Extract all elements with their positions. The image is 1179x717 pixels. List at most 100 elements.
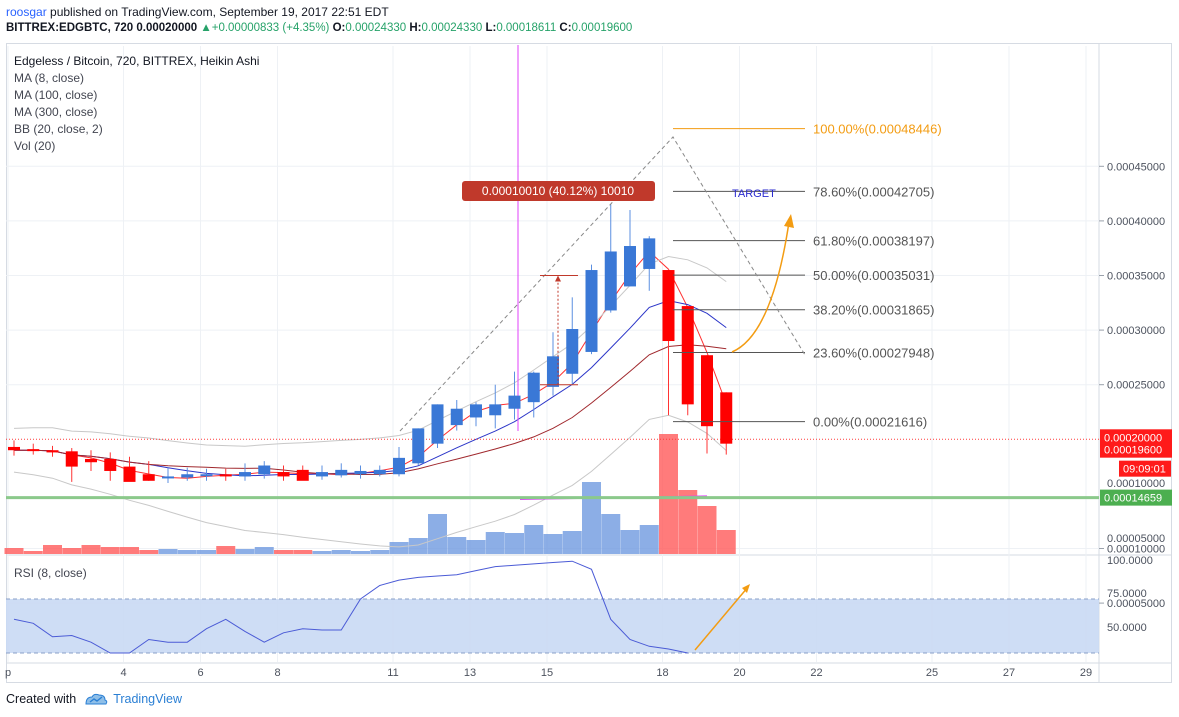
legend-ma8[interactable]: MA (8, close) xyxy=(14,71,85,85)
candle-body xyxy=(527,372,540,403)
publish-text: published on TradingView.com, September … xyxy=(46,5,389,19)
volume-bar xyxy=(62,548,82,554)
ma100-line xyxy=(14,300,727,477)
volume-bar xyxy=(120,547,139,554)
high-label: H: xyxy=(409,22,422,34)
x-tick-label: 13 xyxy=(464,667,476,679)
bb-lower-line xyxy=(13,414,727,548)
x-tick-label: 15 xyxy=(541,667,553,679)
up-arrow-icon: ▲ xyxy=(200,22,212,34)
volume-bar xyxy=(158,549,178,554)
author-link[interactable]: roosgar xyxy=(6,5,47,19)
volume-bar xyxy=(428,514,447,554)
candle-body xyxy=(470,404,482,418)
volume-bar xyxy=(485,532,505,554)
legend-title: Edgeless / Bitcoin, 720, BITTREX, Heikin… xyxy=(14,54,260,68)
volume-bar xyxy=(370,550,390,554)
candle-body xyxy=(27,449,40,452)
candle-body xyxy=(8,446,20,451)
fib-level-label: 23.60%(0.00027948) xyxy=(813,346,934,361)
low-value: 0.00018611 xyxy=(496,22,557,34)
tradingview-brand[interactable]: TradingView xyxy=(84,692,182,706)
candle-body xyxy=(585,270,598,352)
indicator-legend: Edgeless / Bitcoin, 720, BITTREX, Heikin… xyxy=(14,53,259,155)
volume-bar xyxy=(524,525,544,554)
y-tick-label: 0.00005000 xyxy=(1107,598,1165,610)
candle-body xyxy=(566,329,579,374)
fib-level-label: 38.20%(0.00031865) xyxy=(813,303,934,318)
candle-body xyxy=(643,238,656,269)
created-with-text: Created with xyxy=(6,692,77,706)
footer: Created with TradingView xyxy=(6,692,182,706)
publish-line: roosgar published on TradingView.com, Se… xyxy=(6,5,389,19)
volume-bar xyxy=(562,531,582,554)
candle-body xyxy=(450,408,463,426)
price-badge-label: 0.00020000 xyxy=(1104,432,1162,444)
price-badge xyxy=(1100,429,1172,446)
candle-body xyxy=(123,466,136,482)
volume-bar xyxy=(659,434,678,554)
legend-ma300[interactable]: MA (300, close) xyxy=(14,105,98,119)
fib-level-label: 50.00%(0.00035031) xyxy=(813,268,934,283)
candle-body xyxy=(681,306,694,405)
fib-trend-line xyxy=(399,136,806,432)
volume-bar xyxy=(408,538,428,554)
candle-body xyxy=(162,476,174,479)
candle-body xyxy=(508,395,521,409)
volume-bar xyxy=(235,549,255,554)
measure-arrow-icon xyxy=(555,275,561,282)
candle-body xyxy=(258,465,271,475)
rsi-arrow-head-icon xyxy=(742,584,750,593)
measure-badge xyxy=(462,181,655,201)
rsi-tick-label: 50.0000 xyxy=(1107,622,1147,634)
volume-bar xyxy=(351,551,370,554)
volume-bar xyxy=(697,506,717,554)
volume-bar xyxy=(639,525,659,554)
rsi-legend[interactable]: RSI (8, close) xyxy=(14,566,87,580)
ohlc-line: BITTREX:EDGBTC, 720 0.00020000 ▲+0.00000… xyxy=(6,22,632,34)
bb-upper-line xyxy=(13,255,727,447)
volume-bar xyxy=(466,540,486,554)
volume-bar xyxy=(197,550,216,554)
close-value: 0.00019600 xyxy=(571,22,633,34)
rsi-line xyxy=(13,560,688,654)
legend-bb[interactable]: BB (20, close, 2) xyxy=(14,122,103,136)
chart-frame xyxy=(6,43,1172,683)
volume-bar xyxy=(620,530,640,554)
countdown-label: 09:09:01 xyxy=(1123,464,1166,476)
price-badge xyxy=(1100,441,1172,458)
candle-body xyxy=(701,355,713,427)
volume-bar xyxy=(43,545,62,554)
rsi-tick-label: 100.0000 xyxy=(1107,555,1153,567)
legend-vol[interactable]: Vol (20) xyxy=(14,139,56,153)
support-price-label: 0.00014659 xyxy=(1104,493,1162,505)
candle-body xyxy=(181,474,194,478)
volume-axis-label: 0.00005000 xyxy=(1107,533,1165,545)
symbol-label: BITTREX:EDGBTC, 720 xyxy=(6,22,134,34)
candle-body xyxy=(354,470,367,475)
volume-bar xyxy=(293,550,313,554)
volume-bar xyxy=(139,550,159,554)
candle-body xyxy=(431,404,444,444)
volume-axis-label: 0.00010000 xyxy=(1107,478,1165,490)
fib-level-label: 0.00%(0.00021616) xyxy=(813,415,927,430)
y-tick-label: 0.00025000 xyxy=(1107,380,1165,392)
rsi-tick-label: 75.0000 xyxy=(1107,588,1147,600)
volume-bar xyxy=(716,530,736,554)
volume-bar xyxy=(23,551,43,554)
candle-body xyxy=(720,392,733,444)
volume-bar xyxy=(601,514,621,554)
candle-body xyxy=(65,451,78,467)
candle-body xyxy=(142,474,155,481)
candle-body xyxy=(296,469,309,481)
x-tick-label: 18 xyxy=(656,667,668,679)
candle-body xyxy=(85,458,97,463)
x-tick-label: 8 xyxy=(274,667,280,679)
volume-bar xyxy=(331,550,351,554)
legend-ma100[interactable]: MA (100, close) xyxy=(14,88,98,102)
ma300-line xyxy=(14,344,727,476)
ma8-line xyxy=(14,250,727,479)
countdown-badge xyxy=(1119,460,1171,477)
y-tick-label: 0.00035000 xyxy=(1107,271,1165,283)
